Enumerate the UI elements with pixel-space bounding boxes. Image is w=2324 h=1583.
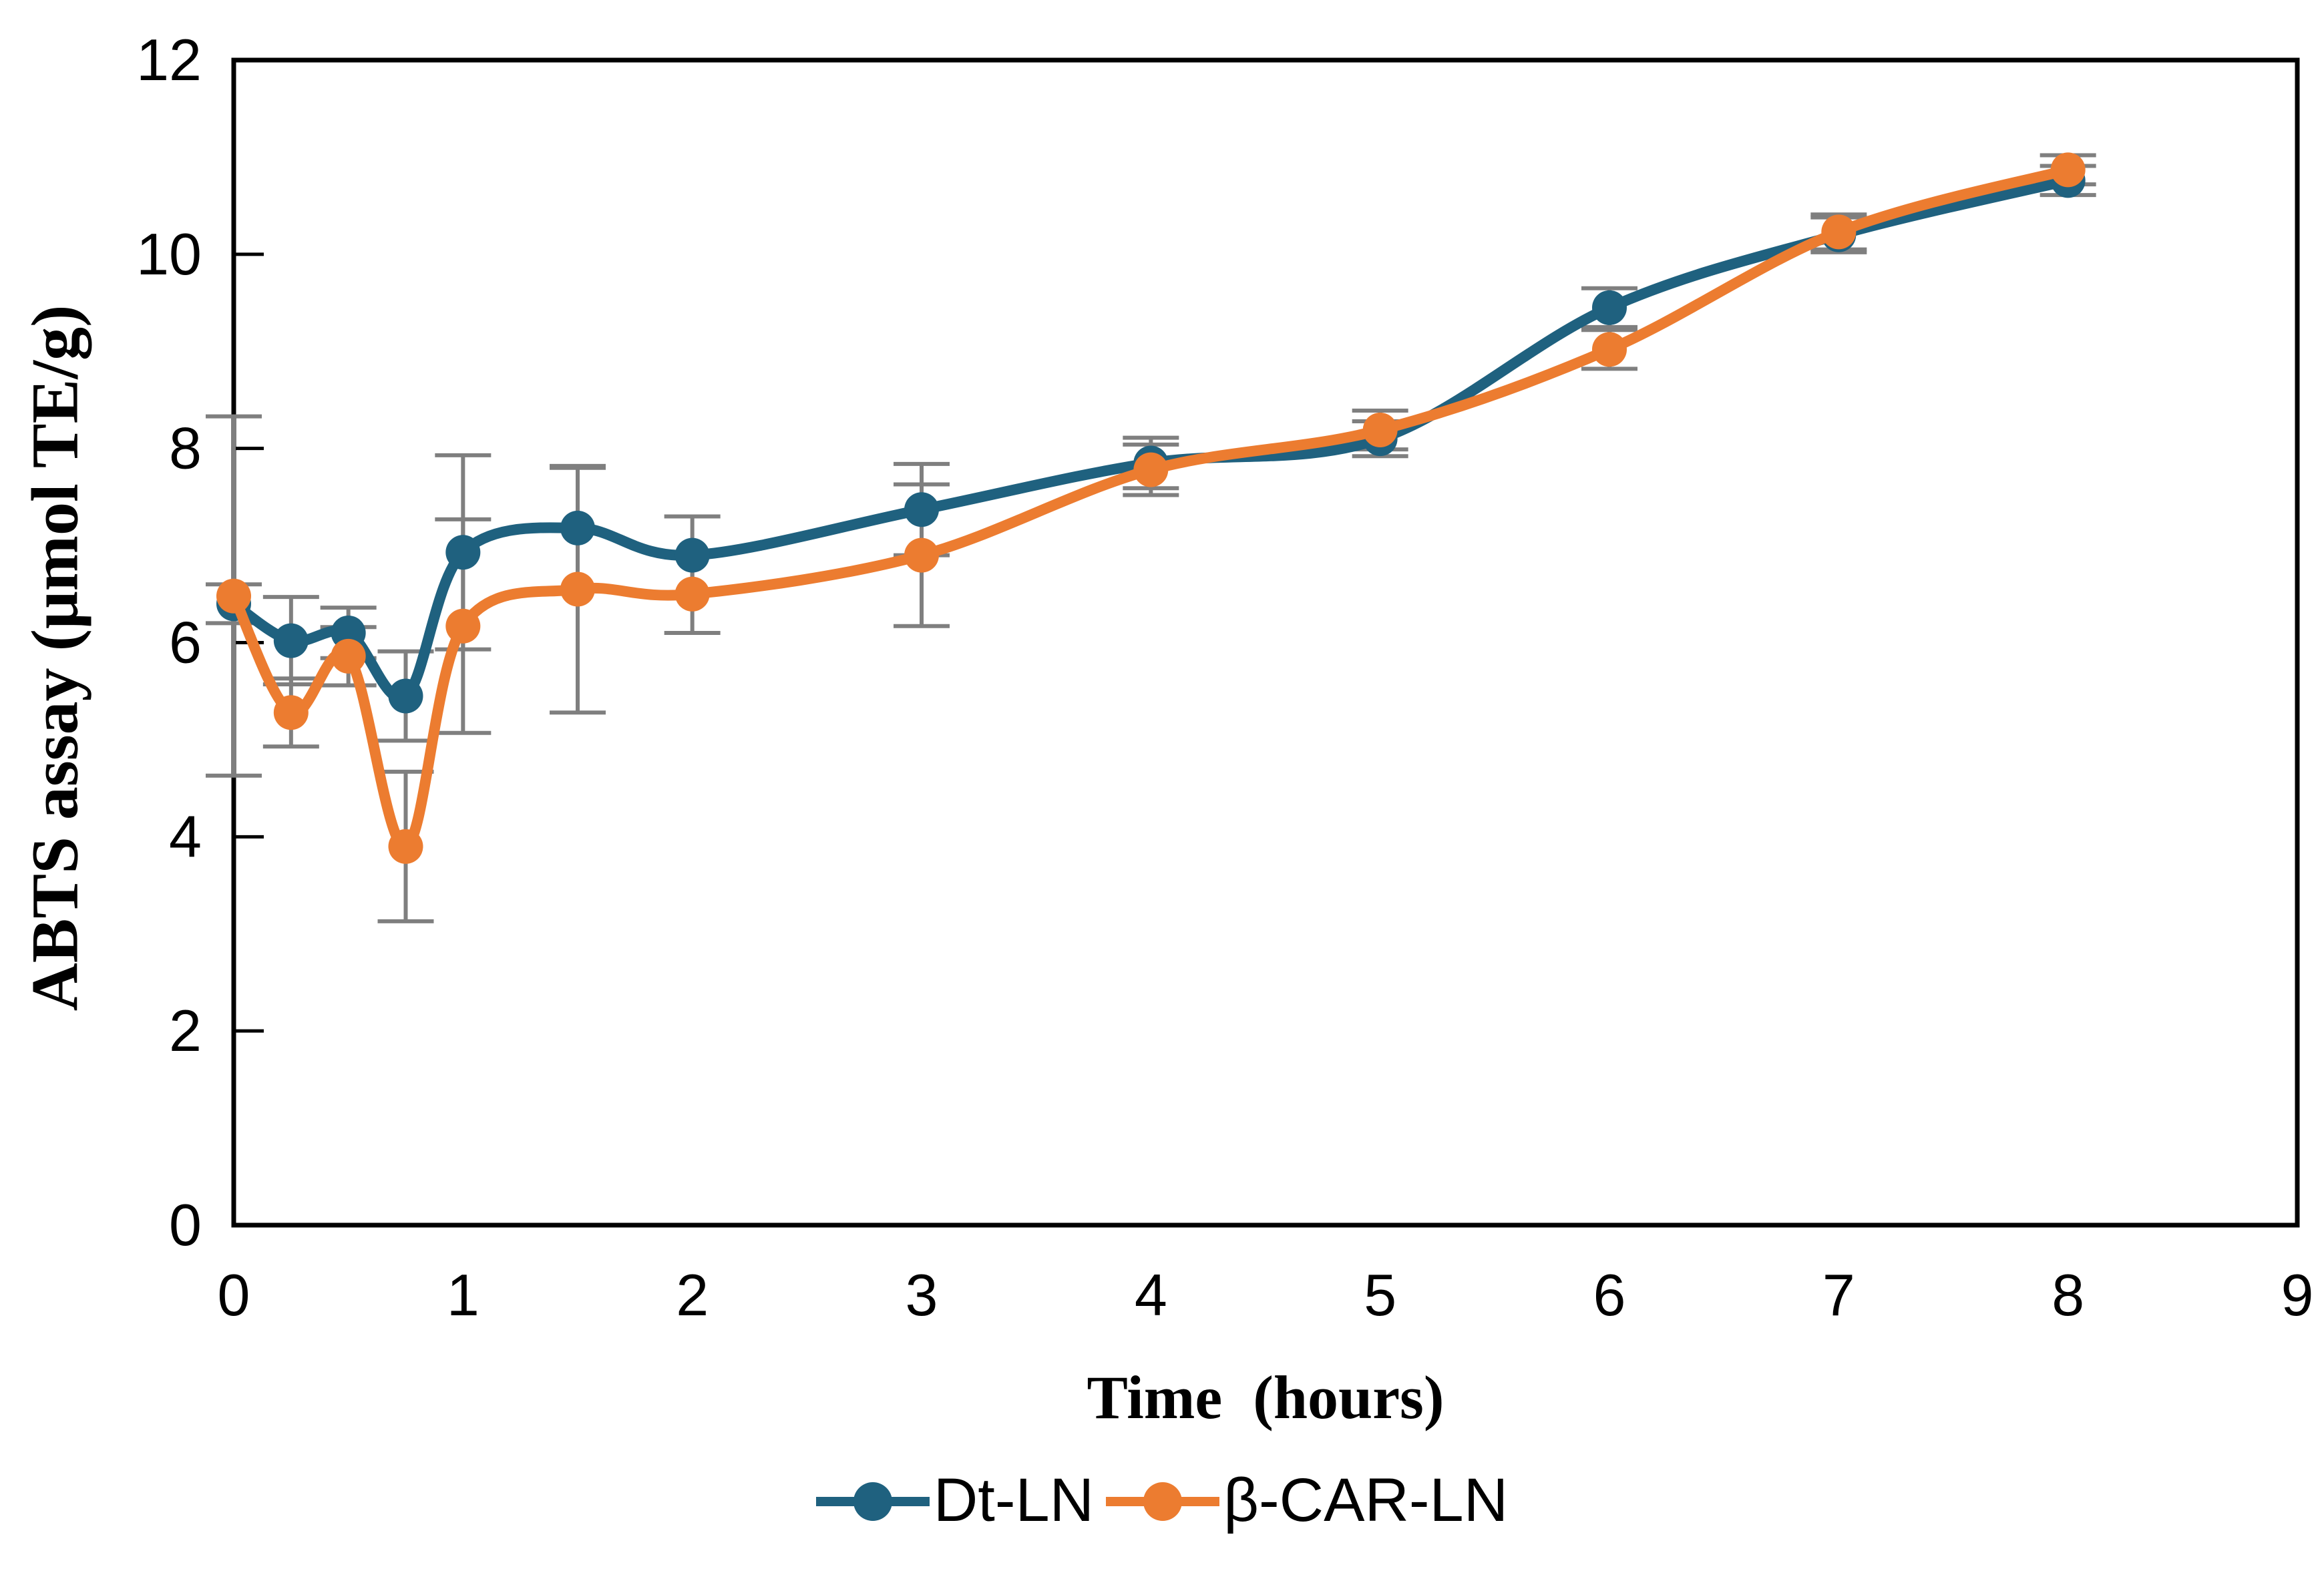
y-tick-label: 10 [136,221,202,287]
data-point-0 [560,510,595,545]
y-tick-label: 12 [136,27,202,93]
legend-item-bcar-ln: β-CAR-LN [1106,1465,1508,1536]
data-point-1 [1821,214,1857,250]
data-point-0 [273,623,309,658]
x-tick-label: 9 [2281,1262,2314,1328]
data-point-1 [388,829,423,864]
data-point-1 [273,695,309,730]
y-axis-title: ABTS assay (μmol TE/g) [17,304,92,1011]
x-tick-label: 4 [1135,1262,1167,1328]
data-point-0 [388,678,423,714]
data-point-1 [560,572,595,607]
data-point-1 [1592,332,1627,367]
y-tick-label: 6 [169,610,202,676]
data-point-0 [674,537,710,573]
legend-label: β-CAR-LN [1223,1466,1509,1534]
y-tick-label: 0 [169,1192,202,1258]
dt-ln-marker-icon [815,1481,930,1521]
series-line-1 [228,164,2074,852]
x-tick-label: 5 [1364,1262,1396,1328]
bcar-ln-marker-icon [1106,1481,1220,1521]
x-tick-label: 3 [906,1262,938,1328]
x-tick-label: 1 [447,1262,479,1328]
legend-item-dt-ln: Dt-LN [815,1465,1095,1536]
data-point-0 [904,492,939,527]
data-point-1 [331,638,366,674]
x-tick-label: 8 [2052,1262,2084,1328]
y-tick-label: 8 [169,415,202,481]
data-point-1 [674,576,710,612]
x-tick-label: 2 [676,1262,709,1328]
data-point-0 [1592,290,1627,325]
data-point-1 [445,608,481,644]
data-point-1 [1362,413,1398,448]
data-point-1 [2050,152,2086,188]
data-point-1 [1133,452,1169,487]
plot-border [231,57,2300,1228]
x-tick-label: 6 [1593,1262,1626,1328]
chart-legend: Dt-LN β-CAR-LN [0,1465,2324,1536]
x-tick-label: 0 [218,1262,250,1328]
x-tick-label: 7 [1822,1262,1855,1328]
x-axis-title: Time (hours) [1087,1363,1444,1431]
legend-label: Dt-LN [933,1466,1095,1534]
y-tick-label: 2 [169,997,202,1064]
data-point-1 [904,537,939,573]
data-point-1 [216,578,251,614]
data-point-0 [445,535,481,570]
y-tick-label: 4 [169,803,202,869]
